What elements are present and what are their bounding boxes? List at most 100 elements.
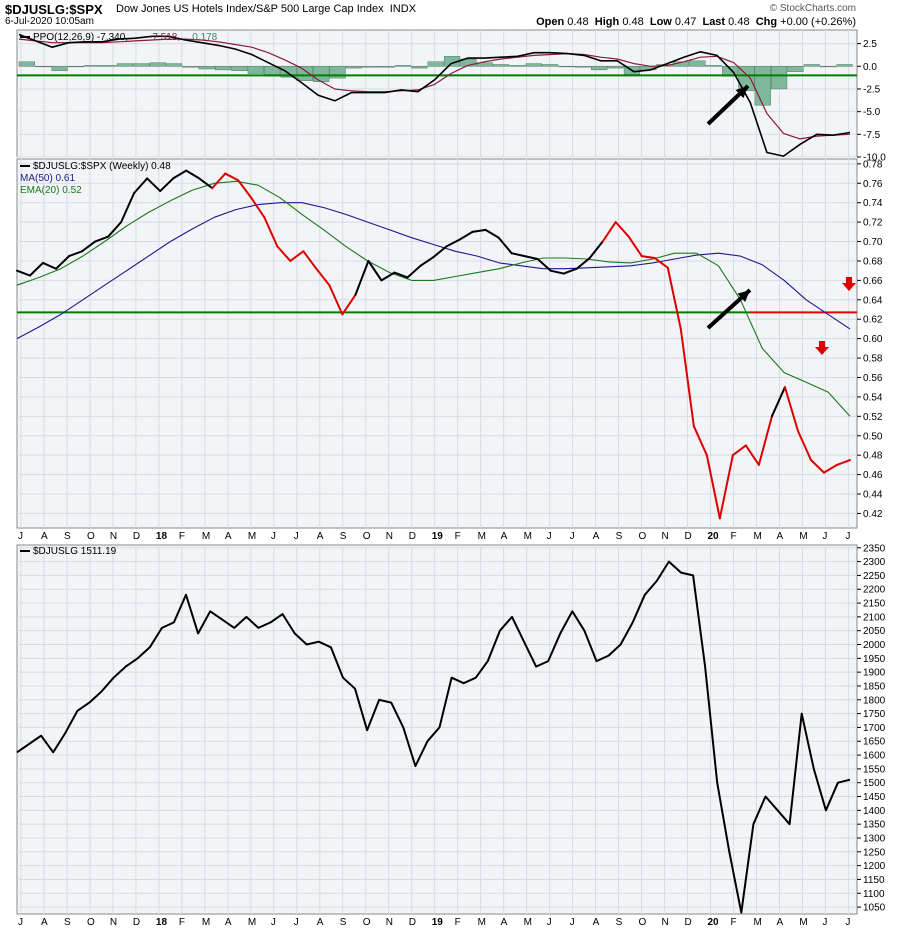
y-tick-label: -7.5 <box>863 130 881 141</box>
ratio-price-segment <box>783 386 799 432</box>
ratio-price-segment <box>614 221 630 238</box>
ppo-histogram-bar <box>280 66 297 78</box>
ppo-histogram-bar <box>705 65 722 67</box>
x-tick-label: 18 <box>156 917 168 928</box>
ratio-price-segment <box>562 267 578 275</box>
ppo-histogram-bar <box>836 64 853 67</box>
ratio-price-segment <box>484 228 500 239</box>
ppo-histogram-bar <box>18 61 35 67</box>
y-tick-label: 2350 <box>863 543 886 554</box>
x-tick-label: J <box>845 917 850 928</box>
ratio-price-segment <box>328 284 344 316</box>
x-tick-label: J <box>822 917 827 928</box>
ratio-price-segment <box>16 269 32 277</box>
ratio-price-segment <box>445 238 461 248</box>
ppo-histogram-bar <box>803 64 820 67</box>
ratio-price-segment <box>68 250 84 258</box>
x-tick-label: 20 <box>708 531 720 542</box>
ppo-histogram-bar <box>820 66 837 68</box>
y-tick-label: 1900 <box>863 668 886 679</box>
ratio-price-segment <box>237 179 253 199</box>
y-tick-label: 1600 <box>863 751 886 762</box>
x-tick-label: D <box>685 531 692 542</box>
y-tick-label: 0.48 <box>863 451 883 462</box>
exchange-text: INDX <box>389 3 417 15</box>
last-value: 0.48 <box>728 16 750 28</box>
ratio-price-segment <box>419 256 435 267</box>
x-tick-label: M <box>478 917 486 928</box>
x-tick-label: A <box>776 917 783 928</box>
x-tick-label: D <box>409 531 416 542</box>
ratio-price-segment <box>705 454 721 520</box>
x-tick-label: N <box>110 917 117 928</box>
y-tick-label: 2100 <box>863 612 886 623</box>
x-tick-label: N <box>386 917 393 928</box>
ratio-price-segment <box>107 221 123 238</box>
x-tick-label: D <box>133 917 140 928</box>
open-value: 0.48 <box>567 16 589 28</box>
chart-symbol: $DJUSLG:$SPX <box>5 2 103 17</box>
x-tick-label: M <box>524 917 532 928</box>
ratio-price-segment <box>471 228 487 233</box>
ma50-line <box>16 202 851 340</box>
y-tick-label: 0.66 <box>863 276 883 287</box>
x-tick-label: S <box>64 531 71 542</box>
ratio-price-segment <box>796 429 812 462</box>
ratio-price-segment <box>497 236 513 255</box>
x-tick-label: S <box>340 531 347 542</box>
ratio-price-segment <box>770 386 786 418</box>
y-tick-label: 1950 <box>863 654 886 665</box>
ratio-price-segment <box>55 255 71 270</box>
ppo-histogram-bar <box>591 66 608 71</box>
y-tick-label: 0.60 <box>863 334 883 345</box>
x-tick-label: A <box>317 917 324 928</box>
ratio-price-segment <box>263 216 279 248</box>
y-tick-label: 1750 <box>863 709 886 720</box>
x-tick-label: M <box>524 531 532 542</box>
x-tick-label: F <box>455 531 461 542</box>
ratio-price-segment <box>432 245 448 259</box>
ppo-histogram-bar <box>231 66 248 72</box>
ppo-histogram-bar <box>198 66 215 70</box>
ma50-legend: MA(50) 0.61 <box>20 173 75 184</box>
y-tick-label: -2.5 <box>863 84 881 95</box>
x-tick-label: 19 <box>432 531 444 542</box>
x-tick-label: S <box>340 917 347 928</box>
ppo-histogram-bar <box>362 66 379 68</box>
x-tick-label: A <box>317 531 324 542</box>
price-legend-text-0: $DJUSLG 1511.19 <box>33 546 117 557</box>
ratio-price-segment <box>94 235 110 243</box>
ppo-histogram-bar <box>754 66 771 106</box>
ratio-price-segment <box>354 259 370 296</box>
y-tick-label: 0.52 <box>863 412 883 423</box>
djuslg-price-line <box>16 560 851 914</box>
ratio-price-segment <box>289 250 305 262</box>
peak-down-arrow-head <box>815 347 829 355</box>
x-tick-label: F <box>730 531 736 542</box>
ppo-histogram-bar <box>345 66 363 69</box>
x-tick-label: 19 <box>432 917 444 928</box>
x-tick-label: O <box>87 531 95 542</box>
ratio-price-segment <box>692 425 708 457</box>
x-tick-label: 20 <box>708 917 720 928</box>
ppo-histogram-bar <box>689 60 706 67</box>
peak-down-arrow-stem <box>819 341 825 347</box>
x-tick-label: O <box>363 531 371 542</box>
high-value: 0.48 <box>622 16 644 28</box>
ratio-price-segment <box>835 459 851 466</box>
ratio-price-segment <box>159 177 175 193</box>
y-tick-label: 0.70 <box>863 237 883 248</box>
x-tick-label: D <box>409 917 416 928</box>
x-tick-label: M <box>799 531 807 542</box>
x-tick-label: F <box>179 917 185 928</box>
ppo-histogram-bar <box>67 66 85 68</box>
ratio-price-segment <box>679 327 695 428</box>
ppo-histogram-bar <box>165 63 183 67</box>
x-tick-label: J <box>822 531 827 542</box>
y-tick-label: 2300 <box>863 557 886 568</box>
y-tick-label: 1450 <box>863 792 886 803</box>
ratio-price-segment <box>757 415 773 466</box>
x-tick-label: D <box>685 917 692 928</box>
ppo-histogram-bar <box>313 66 330 82</box>
ratio-price-segment <box>250 196 266 219</box>
